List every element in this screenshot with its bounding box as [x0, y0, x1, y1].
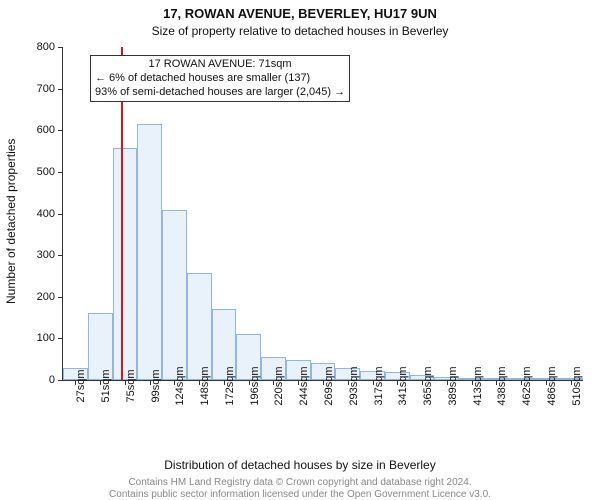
- footer2-text: Contains public sector information licen…: [109, 489, 491, 500]
- histogram-bar: [137, 124, 162, 380]
- ytick-mark: [58, 130, 63, 131]
- ytick-mark: [58, 338, 63, 339]
- ytick-mark: [58, 380, 63, 381]
- footer1-text: Contains HM Land Registry data © Crown c…: [128, 477, 471, 488]
- ytick-label: 200: [37, 291, 55, 303]
- ytick-label: 600: [37, 124, 55, 136]
- xtick-label: 462sqm: [521, 366, 533, 405]
- ylabel-text: Number of detached properties: [4, 138, 18, 303]
- xtick-label: 317sqm: [373, 366, 385, 405]
- xtick-label: 27sqm: [75, 369, 87, 402]
- xtick-label: 99sqm: [150, 369, 162, 402]
- xtick-label: 365sqm: [422, 366, 434, 405]
- x-axis-label: Distribution of detached houses by size …: [0, 458, 600, 472]
- xtick-label: 51sqm: [100, 369, 112, 402]
- ytick-label: 0: [49, 374, 55, 386]
- xtick-label: 196sqm: [249, 366, 261, 405]
- xtick-label: 124sqm: [174, 366, 186, 405]
- ytick-mark: [58, 89, 63, 90]
- xlabel-text: Distribution of detached houses by size …: [164, 458, 435, 472]
- xtick-label: 413sqm: [472, 366, 484, 405]
- ytick-label: 100: [37, 332, 55, 344]
- ytick-label: 500: [37, 166, 55, 178]
- xtick-label: 244sqm: [298, 366, 310, 405]
- annotation-box: 17 ROWAN AVENUE: 71sqm← 6% of detached h…: [90, 55, 350, 102]
- annotation-line: 17 ROWAN AVENUE: 71sqm: [95, 58, 345, 72]
- ytick-label: 800: [37, 41, 55, 53]
- annotation-line: 93% of semi-detached houses are larger (…: [95, 86, 345, 100]
- xtick-label: 486sqm: [546, 366, 558, 405]
- title-text: 17, ROWAN AVENUE, BEVERLEY, HU17 9UN: [163, 6, 437, 21]
- page-subtitle: Size of property relative to detached ho…: [0, 24, 600, 38]
- subtitle-text: Size of property relative to detached ho…: [152, 24, 449, 38]
- histogram-bar: [113, 148, 138, 380]
- xtick-label: 389sqm: [447, 366, 459, 405]
- y-axis-label: Number of detached properties: [4, 138, 18, 303]
- footer-line-1: Contains HM Land Registry data © Crown c…: [0, 477, 600, 488]
- ytick-mark: [58, 297, 63, 298]
- histogram-bar: [162, 210, 187, 380]
- page-title: 17, ROWAN AVENUE, BEVERLEY, HU17 9UN: [0, 6, 600, 21]
- ytick-mark: [58, 172, 63, 173]
- xtick-label: 341sqm: [397, 366, 409, 405]
- xtick-label: 75sqm: [125, 369, 137, 402]
- ytick-mark: [58, 47, 63, 48]
- annotation-line: ← 6% of detached houses are smaller (137…: [95, 72, 345, 86]
- ytick-label: 400: [37, 208, 55, 220]
- xtick-label: 293sqm: [348, 366, 360, 405]
- footer-line-2: Contains public sector information licen…: [0, 489, 600, 500]
- xtick-label: 438sqm: [496, 366, 508, 405]
- xtick-label: 220sqm: [273, 366, 285, 405]
- ytick-label: 300: [37, 249, 55, 261]
- xtick-label: 269sqm: [323, 366, 335, 405]
- xtick-label: 510sqm: [571, 366, 583, 405]
- xtick-label: 172sqm: [224, 366, 236, 405]
- xtick-label: 148sqm: [199, 366, 211, 405]
- histogram-bar: [187, 273, 212, 380]
- ytick-mark: [58, 255, 63, 256]
- ytick-mark: [58, 214, 63, 215]
- ytick-label: 700: [37, 83, 55, 95]
